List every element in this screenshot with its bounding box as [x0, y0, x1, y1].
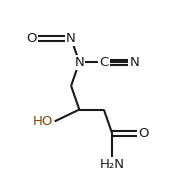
Text: N: N: [74, 56, 84, 69]
Text: N: N: [130, 56, 140, 69]
Text: N: N: [66, 32, 76, 45]
Text: O: O: [138, 127, 148, 140]
Text: HO: HO: [33, 115, 53, 128]
Text: C: C: [99, 56, 108, 69]
Text: O: O: [27, 32, 37, 45]
Text: H₂N: H₂N: [99, 158, 125, 171]
